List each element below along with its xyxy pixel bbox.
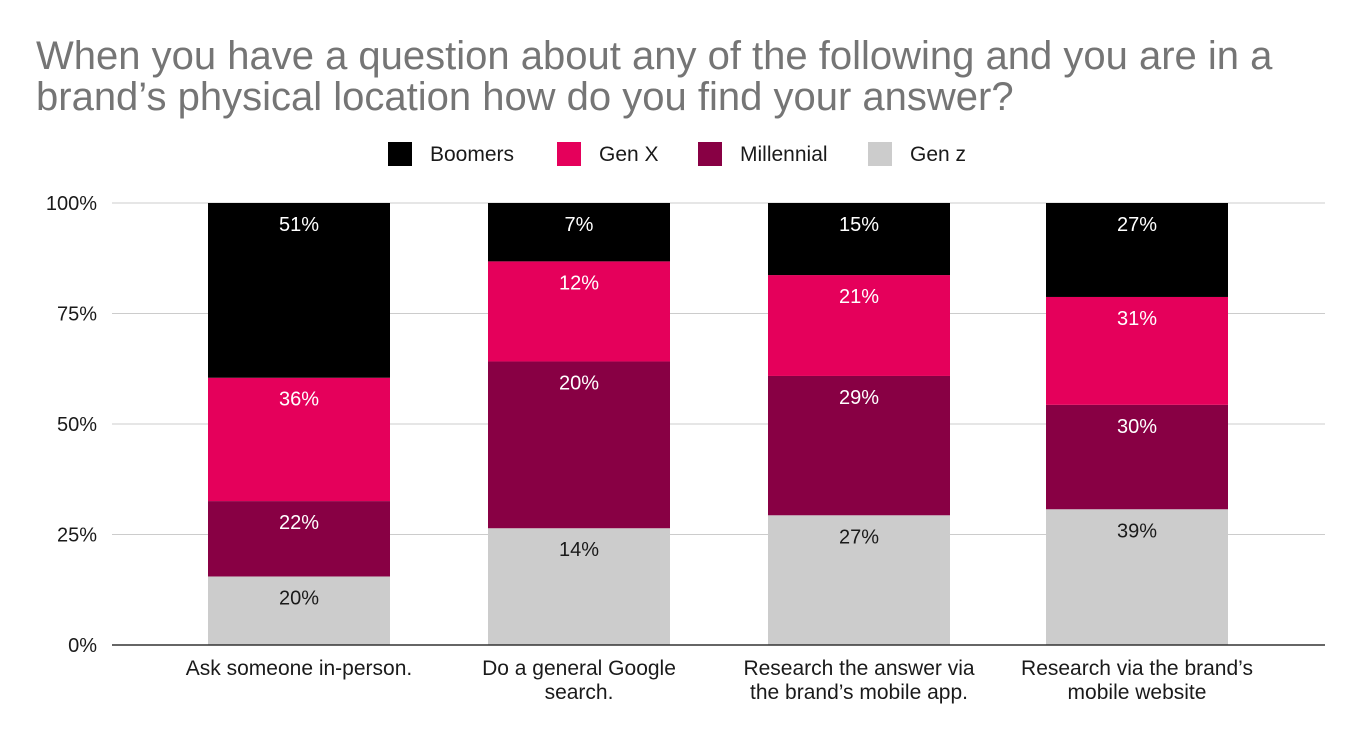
legend: Boomers Gen X Millennial Gen z <box>388 142 966 166</box>
legend-label: Millennial <box>740 143 828 166</box>
bar-segment <box>768 275 950 376</box>
x-category-label: Research the answer via <box>743 657 974 680</box>
bar-segment <box>768 515 950 645</box>
y-tick-label: 75% <box>57 304 97 326</box>
bar-segment <box>208 576 390 645</box>
data-label: 20% <box>559 372 599 394</box>
bar-segment <box>1046 404 1228 510</box>
legend-label: Gen X <box>599 143 659 166</box>
legend-swatch <box>698 142 722 166</box>
data-label: 27% <box>839 526 879 548</box>
chart-title: When you have a question about any of th… <box>36 34 1273 119</box>
legend-swatch <box>868 142 892 166</box>
bar-segment <box>1046 509 1228 645</box>
bar-segment <box>488 261 670 362</box>
chart-title-line: brand’s physical location how do you fin… <box>36 75 1014 119</box>
y-tick-label: 25% <box>57 525 97 547</box>
x-category-label: the brand’s mobile app. <box>750 681 968 704</box>
data-label: 15% <box>839 214 879 236</box>
bar-segment <box>488 528 670 645</box>
bar-segment <box>208 203 390 378</box>
data-label: 36% <box>279 389 319 411</box>
y-tick-label: 50% <box>57 414 97 436</box>
bar-segment <box>208 377 390 502</box>
bar-segment <box>488 203 670 262</box>
y-tick-label: 100% <box>46 193 97 215</box>
data-label: 27% <box>1117 214 1157 236</box>
x-category-label: Research via the brand’s <box>1021 657 1253 680</box>
data-label: 31% <box>1117 308 1157 330</box>
legend-swatch <box>557 142 581 166</box>
x-category-label: Do a general Google <box>482 657 676 680</box>
bars <box>208 203 1228 645</box>
bar-segment <box>208 501 390 577</box>
bar-segment <box>488 361 670 529</box>
x-category-label: Ask someone in-person. <box>186 657 412 680</box>
bar-segment <box>1046 203 1228 297</box>
legend-swatch <box>388 142 412 166</box>
data-label: 20% <box>279 587 319 609</box>
data-label: 12% <box>559 272 599 294</box>
data-label: 51% <box>279 214 319 236</box>
data-label: 7% <box>565 214 594 236</box>
bar-segment <box>768 203 950 276</box>
x-category-label: search. <box>545 681 614 704</box>
y-axis-ticks: 0% 25% 50% 75% 100% <box>46 193 97 657</box>
bar-segment <box>768 375 950 516</box>
data-label: 21% <box>839 286 879 308</box>
data-label: 30% <box>1117 416 1157 438</box>
data-labels: 20% 22% 36% 51% 14% 20% 12% 7% 27% 29% 21% 15% 39% 30… <box>279 214 1157 609</box>
x-axis-categories: Ask someone in-person. Do a general Googl… <box>186 657 1253 704</box>
legend-label: Gen z <box>910 143 966 166</box>
chart-title-line: When you have a question about any of th… <box>36 34 1273 78</box>
data-label: 22% <box>279 512 319 534</box>
data-label: 14% <box>559 539 599 561</box>
legend-label: Boomers <box>430 143 514 166</box>
data-label: 29% <box>839 387 879 409</box>
data-label: 39% <box>1117 520 1157 542</box>
y-tick-label: 0% <box>68 635 97 657</box>
bar-segment <box>1046 296 1228 405</box>
x-category-label: mobile website <box>1068 681 1207 704</box>
